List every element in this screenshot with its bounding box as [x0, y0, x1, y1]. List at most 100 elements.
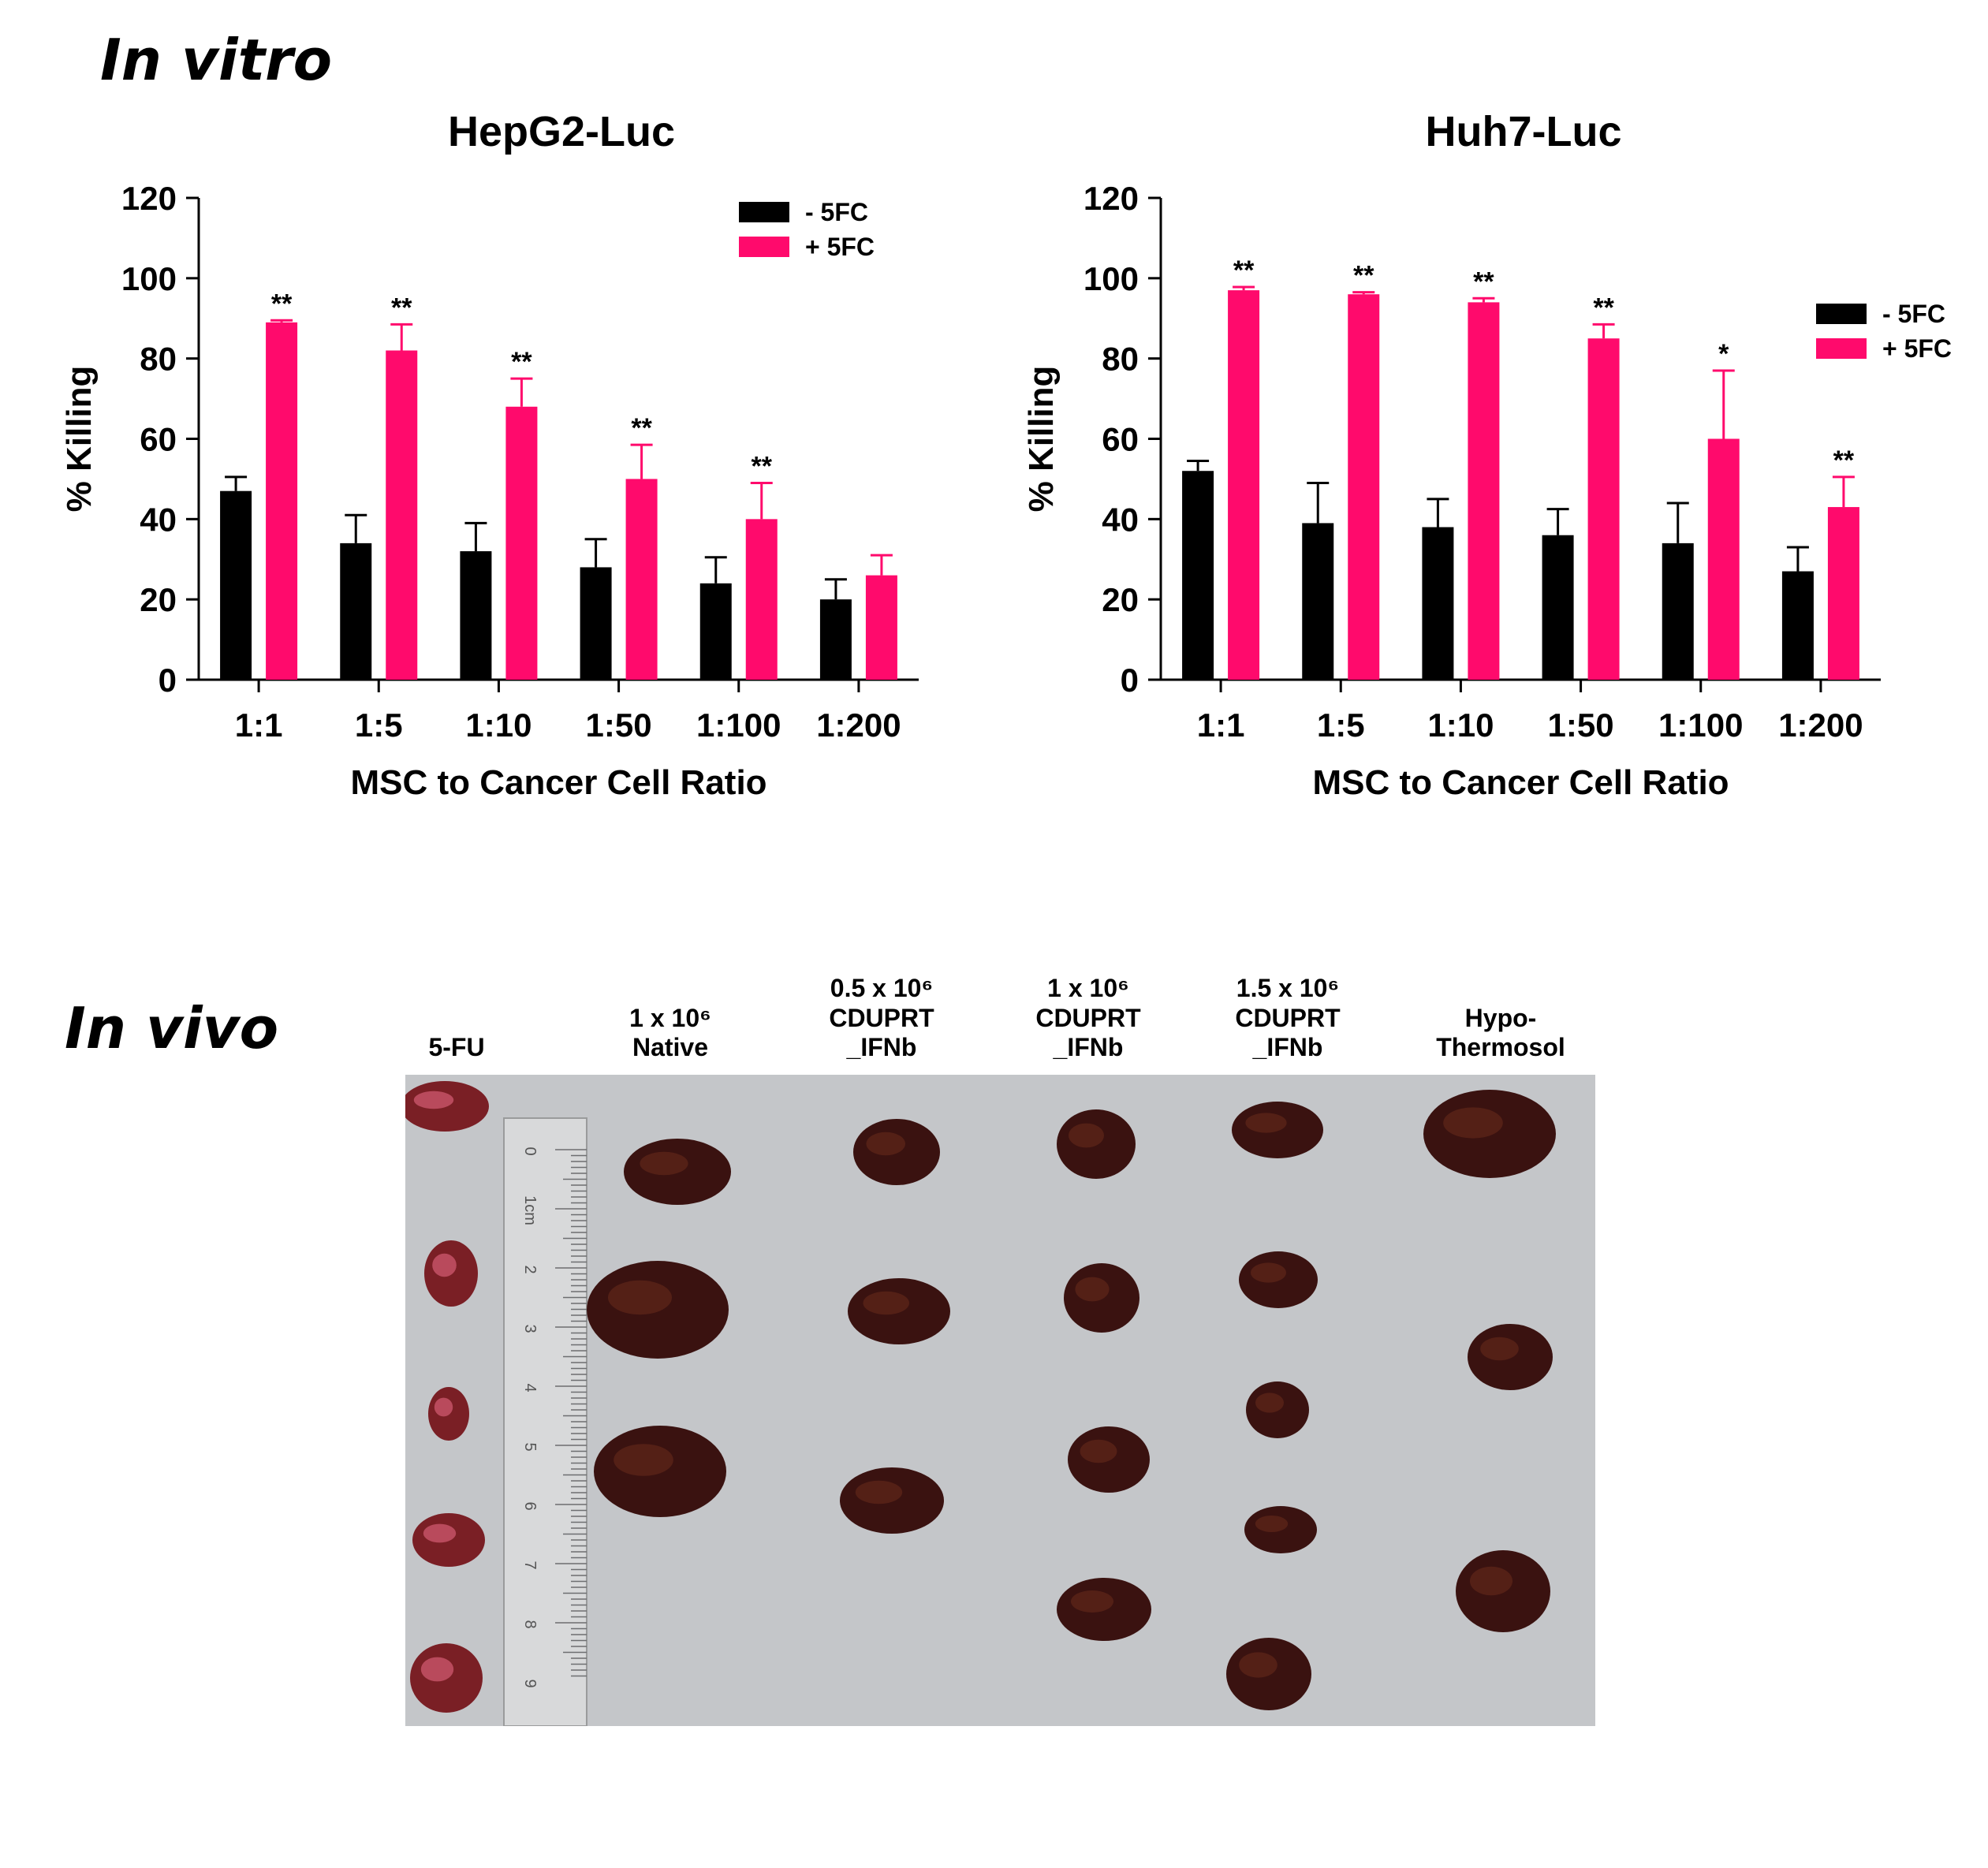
significance-marker: **	[271, 289, 293, 319]
bar-minus-5fc-1:5	[340, 543, 372, 680]
bar-plus-5fc-1:100	[1707, 438, 1740, 680]
y-tick-label: 120	[121, 180, 177, 217]
x-axis-label: MSC to Cancer Cell Ratio	[350, 763, 766, 802]
y-tick-label: 60	[140, 421, 177, 458]
tumor-highlight	[423, 1523, 457, 1543]
in-vivo-group-labels: 5-FU 1 x 10⁶ Native 0.5 x 10⁶ CDUPRT _IF…	[379, 960, 1609, 1063]
bar-plus-5fc-1:10	[1468, 302, 1500, 680]
hepg2-luc-bar-chart: HepG2-Luc 0 20 40 60 80 100 120 1:1 ** 1:5 ** 1:10 **…	[60, 108, 919, 802]
significance-marker: **	[391, 293, 412, 323]
legend-label: + 5FC	[1882, 334, 1952, 363]
bar-plus-5fc-1:200	[1827, 507, 1859, 680]
ruler-number: 4	[521, 1383, 539, 1392]
tumor-highlight	[1255, 1516, 1289, 1532]
bar-minus-5fc-1:1	[1182, 471, 1214, 680]
y-axis-label: % Killing	[1022, 366, 1061, 513]
x-tick-label: 1:1	[235, 707, 283, 744]
tumor-highlight	[1251, 1262, 1286, 1283]
ruler-number: 1cm	[521, 1195, 539, 1225]
y-tick-label: 60	[1102, 421, 1139, 458]
legend-swatch	[739, 237, 789, 257]
tumor-highlight	[1480, 1337, 1519, 1361]
x-tick-label: 1:5	[1317, 707, 1365, 744]
bar-plus-5fc-1:50	[625, 479, 658, 680]
group-label-native: 1 x 10⁶ Native	[629, 1003, 711, 1062]
y-tick-label: 20	[140, 581, 177, 618]
ruler-number: 7	[521, 1560, 539, 1569]
bar-minus-5fc-1:1	[220, 490, 252, 680]
y-tick-label: 120	[1084, 180, 1139, 217]
tumor-highlight	[866, 1132, 905, 1156]
bar-plus-5fc-1:5	[1348, 294, 1380, 680]
legend-swatch	[1816, 338, 1867, 359]
ruler-number: 9	[521, 1679, 539, 1687]
ruler-number: 3	[521, 1324, 539, 1333]
significance-marker: *	[1718, 339, 1729, 369]
tumor-photograph: 0 1cm 2 3 4 5 6 7 8 9	[405, 1075, 1595, 1726]
x-axis-label: MSC to Cancer Cell Ratio	[1312, 763, 1729, 802]
tumor-highlight	[420, 1657, 454, 1682]
tumor-highlight	[640, 1151, 688, 1176]
significance-marker: **	[1233, 255, 1255, 285]
ruler-number: 0	[521, 1147, 539, 1155]
tumor-highlight	[432, 1253, 457, 1277]
tumor-highlight	[1075, 1277, 1110, 1302]
y-tick-label: 100	[1084, 260, 1139, 297]
tumor-highlight	[1069, 1123, 1104, 1148]
significance-marker: **	[511, 347, 532, 377]
x-tick-label: 1:50	[586, 707, 652, 744]
tumor-photo-drawing: 0 1cm 2 3 4 5 6 7 8 9	[405, 1081, 1556, 1726]
legend-label: - 5FC	[1882, 300, 1945, 328]
y-tick-label: 80	[140, 341, 177, 378]
group-label-hypothermosol: Hypo- Thermosol	[1436, 1003, 1565, 1062]
bar-plus-5fc-1:1	[1228, 290, 1260, 680]
x-tick-label: 1:100	[1658, 707, 1743, 744]
ruler-number: 2	[521, 1265, 539, 1273]
tumor-highlight	[1071, 1590, 1113, 1613]
bar-plus-5fc-1:200	[865, 575, 897, 680]
bar-minus-5fc-1:200	[1781, 571, 1814, 680]
x-tick-label: 1:200	[816, 707, 901, 744]
legend-label: + 5FC	[805, 233, 875, 261]
tumor-highlight	[1080, 1439, 1117, 1463]
bar-minus-5fc-1:50	[580, 567, 612, 680]
tumor-highlight	[1443, 1107, 1503, 1139]
tumor-highlight	[608, 1280, 672, 1315]
x-tick-label: 1:200	[1778, 707, 1863, 744]
y-tick-label: 40	[1102, 501, 1139, 538]
y-tick-label: 100	[121, 260, 177, 297]
tumor-highlight	[1239, 1652, 1277, 1678]
in-vitro-title: In vitro	[100, 27, 333, 93]
bar-plus-5fc-1:10	[505, 406, 538, 680]
bar-minus-5fc-1:100	[699, 583, 732, 680]
y-tick-label: 40	[140, 501, 177, 538]
ruler-number: 8	[521, 1620, 539, 1628]
tumor-highlight	[1245, 1113, 1287, 1133]
tumor-highlight	[413, 1091, 454, 1109]
ruler-number: 6	[521, 1501, 539, 1510]
chart-title: Huh7-Luc	[1426, 108, 1622, 155]
bar-minus-5fc-1:5	[1302, 523, 1334, 680]
x-tick-label: 1:50	[1548, 707, 1614, 744]
bar-minus-5fc-1:10	[460, 551, 492, 680]
chart-title: HepG2-Luc	[448, 108, 675, 155]
significance-marker: **	[752, 452, 773, 482]
bar-minus-5fc-1:50	[1542, 535, 1574, 680]
legend-label: - 5FC	[805, 198, 868, 226]
y-tick-label: 20	[1102, 581, 1139, 618]
bar-plus-5fc-1:100	[745, 519, 778, 680]
y-tick-label: 0	[159, 662, 177, 699]
significance-marker: **	[1593, 293, 1614, 323]
significance-marker: **	[1353, 261, 1374, 291]
x-tick-label: 1:5	[355, 707, 403, 744]
group-label-5fu: 5-FU	[428, 1033, 485, 1062]
bar-minus-5fc-1:200	[819, 599, 852, 680]
y-tick-label: 0	[1121, 662, 1139, 699]
in-vivo-title: In vivo	[65, 995, 279, 1061]
significance-marker: **	[631, 413, 652, 443]
group-label-1-cduprt-ifnb: 1 x 10⁶ CDUPRT _IFNb	[1035, 973, 1141, 1062]
y-tick-label: 80	[1102, 341, 1139, 378]
tumor-highlight	[855, 1480, 903, 1504]
bar-plus-5fc-1:1	[266, 322, 298, 680]
group-label-0.5-cduprt-ifnb: 0.5 x 10⁶ CDUPRT _IFNb	[829, 973, 934, 1062]
